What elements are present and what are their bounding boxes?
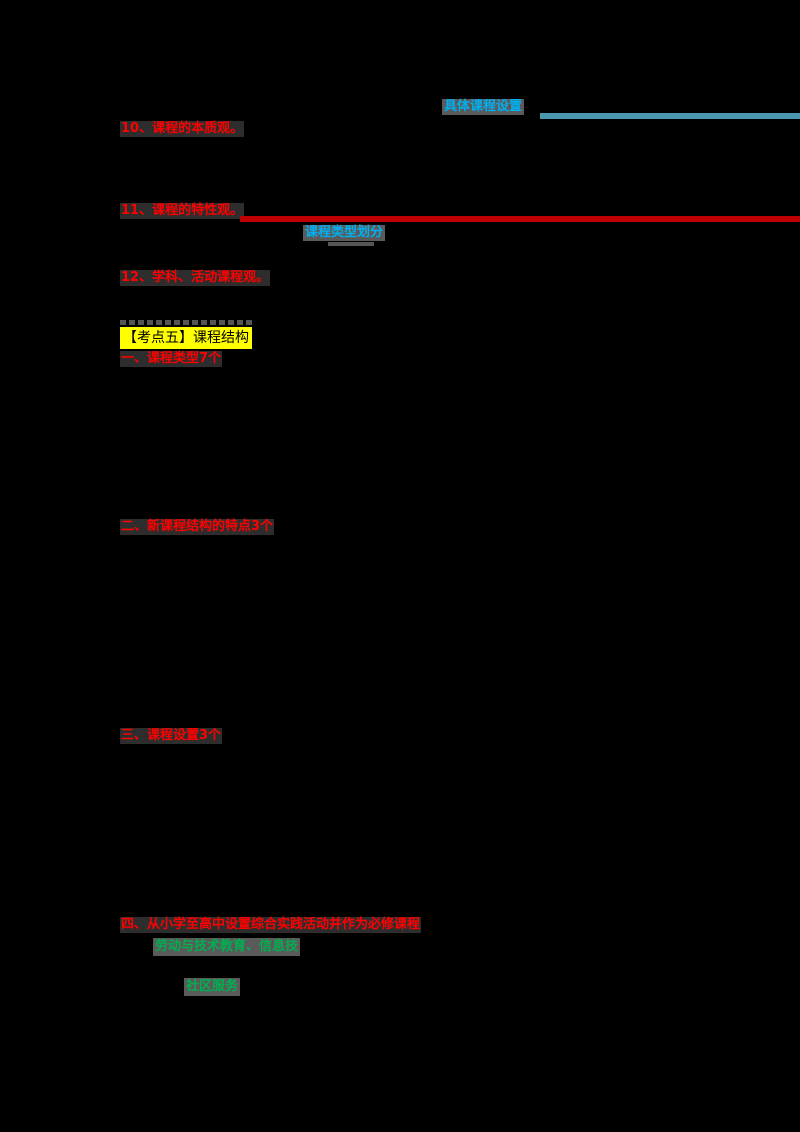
heading-item-12: 12、学科、活动课程观。	[120, 270, 271, 286]
heading-sec-3: 三、课程设置3个	[120, 728, 223, 744]
green-highlight-1: 劳动与技术教育、信息技	[153, 938, 301, 956]
red-rule	[240, 216, 800, 222]
blue-highlight-mid: 课程类型划分	[303, 225, 386, 241]
heading-item-11: 11、课程的特性观。	[120, 203, 245, 219]
faint-text-row	[120, 320, 255, 325]
section-title: 【考点五】课程结构	[120, 327, 252, 349]
heading-sec-1: 一、课程类型7个	[120, 351, 223, 367]
faint-underline	[328, 242, 374, 246]
heading-sec-2: 二、新课程结构的特点3个	[120, 519, 275, 535]
heading-sec-4: 四、从小学至高中设置综合实践活动并作为必修课程	[120, 917, 422, 933]
blue-highlight-top: 具体课程设置	[442, 99, 525, 115]
green-highlight-2: 社区服务	[184, 978, 241, 996]
blue-rule	[540, 113, 800, 119]
heading-item-10: 10、课程的本质观。	[120, 121, 245, 137]
